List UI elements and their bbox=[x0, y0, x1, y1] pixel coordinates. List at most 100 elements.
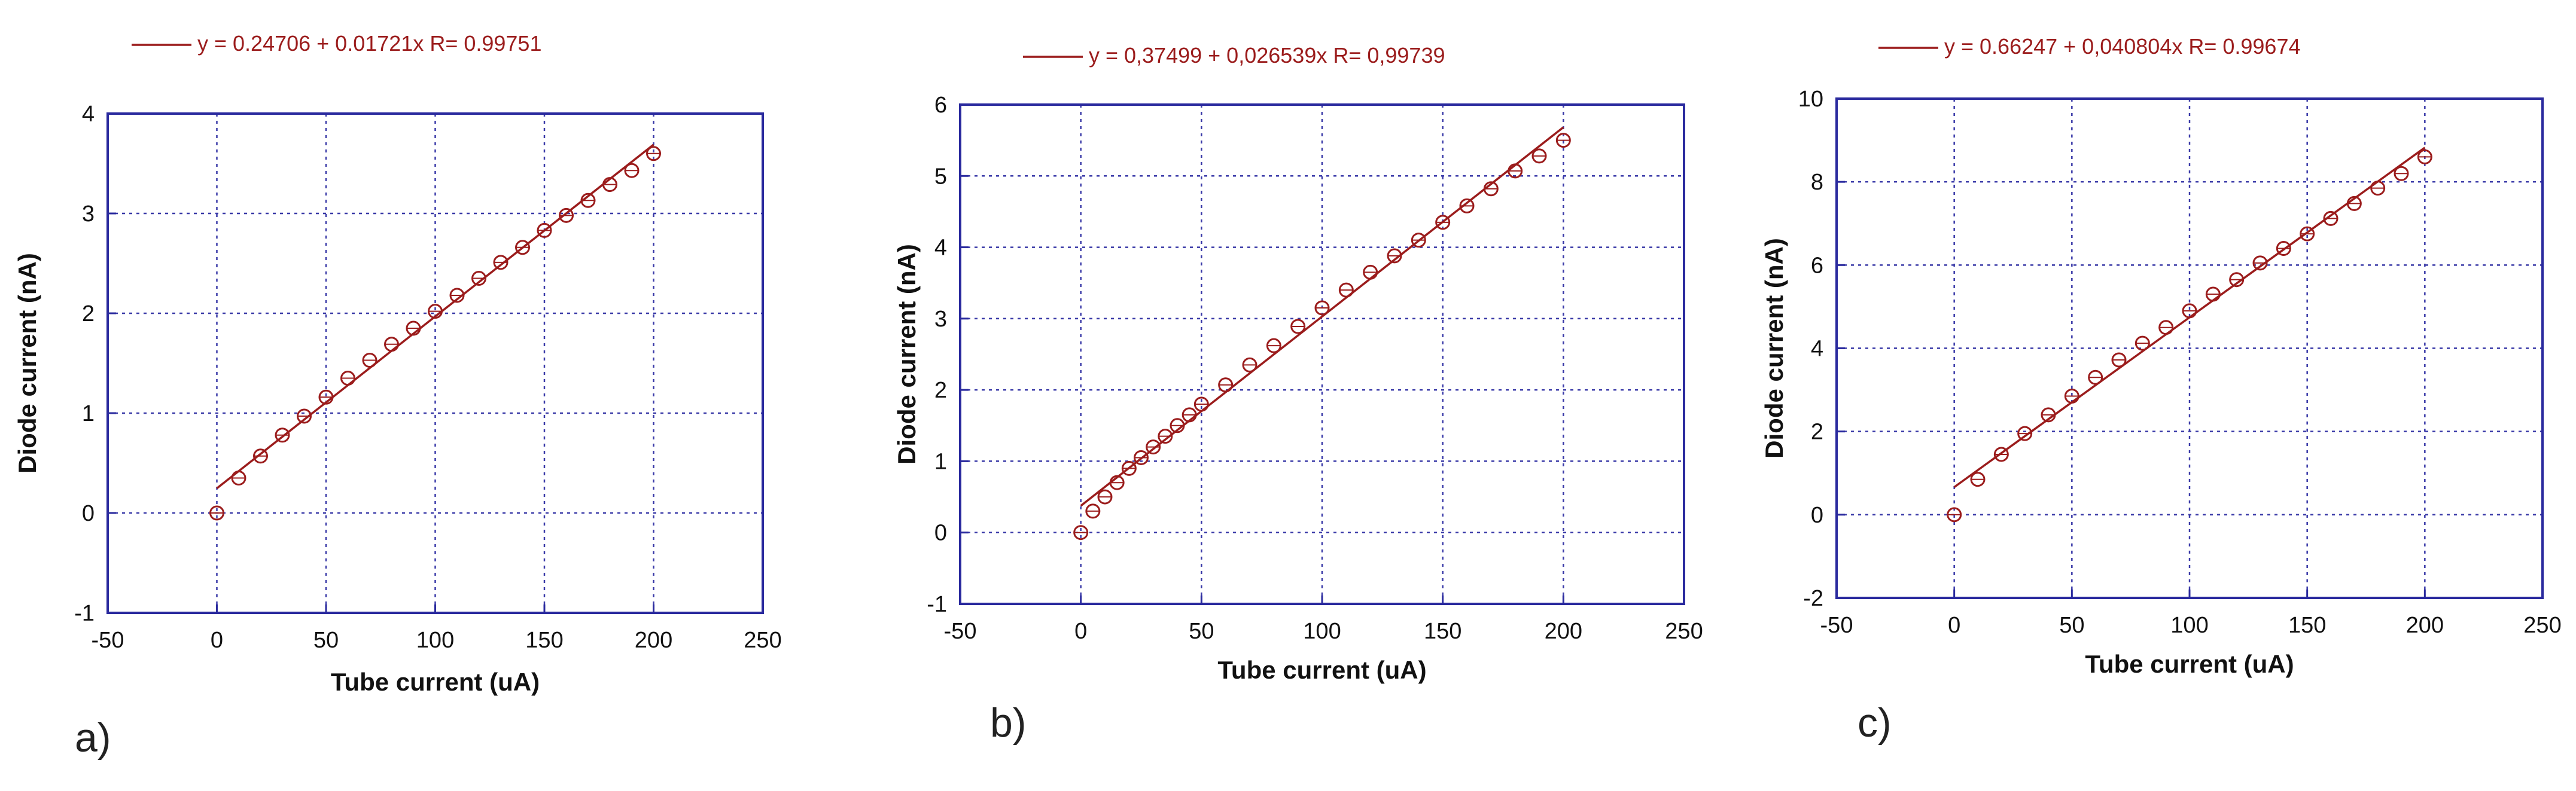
data-point-b bbox=[1085, 503, 1101, 519]
x-axis-label-a: Tube current (uA) bbox=[331, 668, 540, 696]
data-point-b bbox=[1182, 407, 1197, 423]
data-point-c bbox=[1993, 447, 2009, 462]
y-tick-label-a: 1 bbox=[82, 401, 95, 426]
y-tick-label-b: 2 bbox=[934, 378, 947, 403]
data-point-a bbox=[515, 240, 530, 255]
data-point-c bbox=[2252, 255, 2268, 271]
data-point-a bbox=[406, 320, 421, 336]
x-tick-label-c: 0 bbox=[1948, 613, 1960, 638]
data-point-b bbox=[1193, 396, 1209, 412]
y-axis-label-a: Diode current (nA) bbox=[13, 253, 41, 474]
plot-area-a bbox=[108, 114, 763, 613]
data-point-b bbox=[1097, 489, 1113, 505]
data-point-b bbox=[1338, 282, 1354, 298]
y-tick-label-c: -2 bbox=[1803, 586, 1823, 611]
panel-label-a: a) bbox=[75, 715, 111, 761]
data-point-b bbox=[1158, 429, 1173, 444]
data-point-b bbox=[1459, 198, 1475, 213]
y-tick-label-c: 10 bbox=[1798, 87, 1823, 112]
chart-panel-b: -50 0 50 100 150 200 250 -1 0 1 2 3 4 5 6 Tube current … bbox=[858, 0, 1717, 791]
y-tick-label-a: 3 bbox=[82, 201, 95, 227]
data-point-c bbox=[2088, 369, 2103, 385]
y-tick-label-b: 0 bbox=[934, 521, 947, 546]
data-point-c bbox=[2205, 286, 2221, 302]
data-point-b bbox=[1290, 319, 1306, 334]
chart-c: -50 0 50 100 150 200 250 -2 0 2 4 6 8 10 Tube current … bbox=[1760, 34, 2562, 678]
x-tick-label-a: 100 bbox=[416, 628, 454, 653]
data-point-a bbox=[646, 146, 661, 161]
data-point-b bbox=[1411, 233, 1426, 248]
data-point-a bbox=[449, 288, 465, 303]
data-point-b bbox=[1483, 181, 1499, 197]
panel-label-c: c) bbox=[1858, 700, 1892, 746]
data-point-c bbox=[2417, 149, 2432, 164]
data-point-c bbox=[2158, 320, 2174, 335]
data-point-a bbox=[362, 352, 377, 368]
x-axis-label-c: Tube current (uA) bbox=[2085, 650, 2294, 678]
x-tick-label-c: 100 bbox=[2170, 613, 2208, 638]
data-point-c bbox=[1947, 507, 1962, 523]
y-tick-label-a: 0 bbox=[82, 501, 95, 526]
x-tick-label-c: 250 bbox=[2523, 613, 2561, 638]
x-tick-label-a: -50 bbox=[92, 628, 124, 653]
x-tick-label-b: 50 bbox=[1189, 619, 1214, 644]
chart-panel-c: -50 0 50 100 150 200 250 -2 0 2 4 6 8 10 Tube current … bbox=[1717, 0, 2575, 791]
x-tick-label-a: 50 bbox=[313, 628, 339, 653]
y-tick-label-b: 6 bbox=[934, 93, 947, 118]
x-tick-label-b: 0 bbox=[1074, 619, 1087, 644]
chart-a: -50 0 50 100 150 200 250 -1 0 1 2 3 4 Tube current (u… bbox=[13, 31, 782, 696]
data-point-c bbox=[1970, 472, 1986, 487]
chart-b: -50 0 50 100 150 200 250 -1 0 1 2 3 4 5 6 Tube current … bbox=[893, 43, 1703, 684]
data-point-a bbox=[537, 222, 552, 238]
data-point-c bbox=[2394, 166, 2409, 181]
data-point-a bbox=[493, 255, 508, 270]
chart-panel-a: -50 0 50 100 150 200 250 -1 0 1 2 3 4 Tube current (u… bbox=[0, 0, 858, 791]
data-point-c bbox=[2229, 272, 2245, 288]
x-tick-label-a: 0 bbox=[211, 628, 223, 653]
x-tick-label-a: 250 bbox=[744, 628, 781, 653]
data-point-c bbox=[2111, 352, 2127, 368]
data-point-b bbox=[1435, 215, 1451, 230]
x-axis-label-b: Tube current (uA) bbox=[1217, 656, 1426, 684]
data-point-b bbox=[1314, 300, 1330, 316]
fit-line-b bbox=[1080, 126, 1564, 507]
data-point-a bbox=[209, 505, 224, 521]
y-axis-label-b: Diode current (nA) bbox=[893, 244, 921, 465]
data-point-c bbox=[2041, 407, 2056, 423]
y-tick-label-c: 8 bbox=[1811, 170, 1823, 195]
data-point-c bbox=[2017, 426, 2033, 441]
data-point-c bbox=[2182, 303, 2197, 319]
legend-equation-a: y = 0.24706 + 0.01721x R= 0.99751 bbox=[197, 31, 541, 56]
data-point-b bbox=[1387, 248, 1402, 264]
data-point-b bbox=[1218, 377, 1234, 393]
x-tick-label-b: -50 bbox=[944, 619, 977, 644]
data-point-c bbox=[2323, 210, 2339, 226]
x-tick-label-b: 200 bbox=[1545, 619, 1582, 644]
data-point-c bbox=[2370, 181, 2386, 196]
y-tick-label-b: 5 bbox=[934, 164, 947, 189]
panel-label-b: b) bbox=[990, 700, 1027, 746]
x-tick-label-a: 150 bbox=[525, 628, 563, 653]
data-point-b bbox=[1555, 133, 1571, 148]
legend-equation-c: y = 0.66247 + 0,040804x R= 0.99674 bbox=[1944, 34, 2301, 59]
y-tick-label-a: 2 bbox=[82, 301, 95, 326]
data-point-b bbox=[1531, 148, 1547, 164]
data-point-b bbox=[1073, 525, 1089, 540]
data-point-a bbox=[340, 371, 355, 386]
data-point-a bbox=[559, 207, 574, 223]
y-tick-label-b: 3 bbox=[934, 307, 947, 332]
data-point-b bbox=[1146, 439, 1161, 455]
data-point-b bbox=[1170, 418, 1185, 433]
data-point-a bbox=[231, 471, 246, 486]
x-tick-label-c: 200 bbox=[2406, 613, 2444, 638]
x-tick-label-c: 50 bbox=[2059, 613, 2084, 638]
x-tick-label-b: 100 bbox=[1303, 619, 1341, 644]
data-point-a bbox=[471, 271, 486, 286]
data-point-a bbox=[624, 163, 640, 178]
plot-area-b bbox=[960, 105, 1684, 604]
y-tick-label-b: 4 bbox=[934, 236, 947, 261]
x-tick-label-b: 250 bbox=[1665, 619, 1703, 644]
data-point-c bbox=[2276, 241, 2291, 256]
data-point-a bbox=[602, 177, 617, 193]
data-point-a bbox=[318, 389, 334, 405]
